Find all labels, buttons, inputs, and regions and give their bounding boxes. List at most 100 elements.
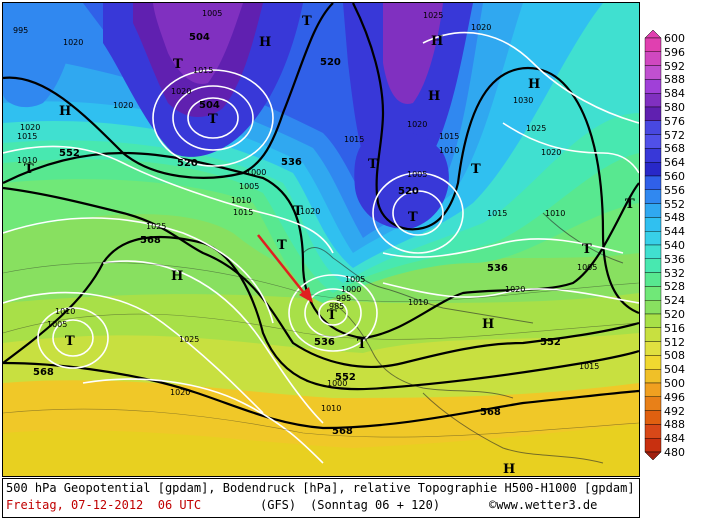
legend-color-swatch <box>644 65 662 80</box>
legend-level-label: 592 <box>664 59 685 73</box>
legend-color-bar <box>644 30 662 460</box>
svg-text:1020: 1020 <box>170 388 190 397</box>
svg-text:1015: 1015 <box>233 208 253 217</box>
svg-text:536: 536 <box>314 337 335 348</box>
svg-text:1010: 1010 <box>408 298 428 307</box>
legend-color-swatch <box>644 161 662 177</box>
svg-text:1015: 1015 <box>487 209 507 218</box>
legend-level-label: 552 <box>664 197 685 211</box>
svg-text:1020: 1020 <box>300 207 320 216</box>
svg-text:1025: 1025 <box>526 124 546 133</box>
svg-text:536: 536 <box>487 263 508 274</box>
svg-text:T: T <box>208 112 218 127</box>
svg-text:T: T <box>293 204 303 219</box>
svg-text:1015: 1015 <box>17 132 37 141</box>
svg-text:T: T <box>302 14 312 29</box>
legend-level-label: 488 <box>664 418 685 432</box>
svg-text:1005: 1005 <box>407 170 427 179</box>
caption-description: 500 hPa Geopotential [gpdam], Bodendruck… <box>6 481 635 495</box>
caption-run: (Sonntag 06 + 120) <box>310 498 441 512</box>
legend-level-label: 480 <box>664 446 685 459</box>
legend-color-swatch <box>644 286 662 301</box>
legend-level-label: 540 <box>664 239 685 252</box>
weather-map: H H H H H H H H T T T T T T T T T T T T <box>2 2 640 477</box>
svg-text:552: 552 <box>335 372 356 383</box>
legend-level-label: 496 <box>664 390 685 404</box>
legend-level-label: 584 <box>664 87 685 101</box>
svg-text:1020: 1020 <box>20 123 40 132</box>
svg-text:1025: 1025 <box>146 222 166 231</box>
legend-color-swatch <box>644 148 662 163</box>
svg-text:1015: 1015 <box>579 362 599 371</box>
legend-level-label: 500 <box>664 377 685 390</box>
legend-color-swatch <box>644 410 662 425</box>
svg-text:1020: 1020 <box>505 285 525 294</box>
svg-text:1000: 1000 <box>341 285 361 294</box>
legend-level-label: 600 <box>664 32 685 45</box>
legend-level-label: 492 <box>664 404 685 418</box>
legend-level-label: 568 <box>664 142 685 156</box>
svg-text:H: H <box>428 89 440 104</box>
svg-text:H: H <box>482 317 494 332</box>
legend-level-label: 504 <box>664 363 685 377</box>
legend-level-label: 524 <box>664 294 685 308</box>
legend-level-label: 556 <box>664 183 685 197</box>
legend-color-swatch <box>644 230 662 246</box>
svg-text:1020: 1020 <box>407 120 427 129</box>
svg-text:H: H <box>259 35 271 50</box>
svg-text:1015: 1015 <box>344 135 364 144</box>
legend-color-swatch <box>644 341 662 356</box>
legend-level-label: 596 <box>664 45 685 59</box>
legend-color-swatch <box>644 120 662 135</box>
svg-text:504: 504 <box>199 100 220 111</box>
svg-text:1010: 1010 <box>321 404 341 413</box>
legend-color-swatch <box>644 272 662 287</box>
svg-text:T: T <box>357 337 367 352</box>
svg-text:1015: 1015 <box>439 132 459 141</box>
legend-color-swatch <box>644 217 662 232</box>
svg-text:504: 504 <box>189 32 210 43</box>
legend-level-label: 548 <box>664 211 685 225</box>
svg-text:552: 552 <box>59 148 80 159</box>
svg-text:H: H <box>171 269 183 284</box>
svg-text:1020: 1020 <box>63 38 83 47</box>
legend-color-swatch <box>644 79 662 94</box>
legend-color-swatch <box>644 313 662 329</box>
legend-color-swatch <box>644 93 662 108</box>
svg-text:568: 568 <box>33 367 54 378</box>
svg-text:1020: 1020 <box>541 148 561 157</box>
svg-text:T: T <box>368 157 378 172</box>
legend-level-label: 516 <box>664 321 685 335</box>
svg-text:1005: 1005 <box>47 320 67 329</box>
legend-color-swatch <box>644 189 662 204</box>
svg-text:H: H <box>431 34 443 49</box>
svg-text:520: 520 <box>177 158 198 169</box>
svg-text:H: H <box>528 77 540 92</box>
legend-color-swatch <box>644 203 662 218</box>
svg-text:995: 995 <box>336 294 351 303</box>
svg-text:520: 520 <box>320 57 341 68</box>
legend-level-label: 564 <box>664 156 685 170</box>
svg-text:H: H <box>59 104 71 119</box>
svg-text:1010: 1010 <box>231 196 251 205</box>
svg-text:1005: 1005 <box>345 275 365 284</box>
legend-level-label: 576 <box>664 114 685 128</box>
svg-text:1005: 1005 <box>577 263 597 272</box>
svg-text:1010: 1010 <box>439 146 459 155</box>
legend-color-swatch <box>644 134 662 149</box>
legend-color-swatch <box>644 258 662 273</box>
svg-text:T: T <box>582 242 592 257</box>
svg-text:1025: 1025 <box>423 11 443 20</box>
legend-color-swatch <box>644 51 662 66</box>
svg-text:568: 568 <box>480 407 501 418</box>
legend-color-swatch <box>644 244 662 260</box>
svg-text:995: 995 <box>13 26 28 35</box>
legend-level-label: 520 <box>664 308 685 321</box>
legend-color-swatch <box>644 355 662 370</box>
svg-text:520: 520 <box>398 186 419 197</box>
caption-date: Freitag, 07-12-2012 06 UTC <box>6 498 202 512</box>
legend-level-label: 544 <box>664 225 685 239</box>
svg-text:T: T <box>625 197 635 212</box>
svg-text:H: H <box>503 462 515 476</box>
